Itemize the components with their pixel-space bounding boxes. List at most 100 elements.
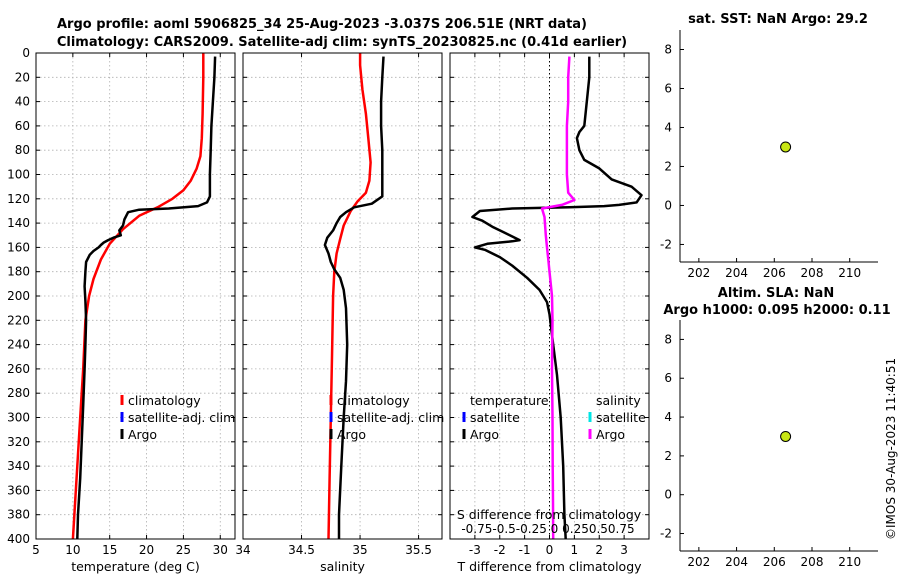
temperature-series-climatology — [71, 53, 205, 540]
difference-xtick-label: -1 — [519, 543, 531, 557]
salinity-legend-label: satellite-adj. clim — [337, 410, 444, 425]
temperature-xtick-label: 30 — [213, 543, 228, 557]
temperature-xtick-label: 10 — [65, 543, 80, 557]
sst-xtick-label: 202 — [687, 266, 710, 280]
depth-tick-label: 180 — [7, 265, 30, 279]
sst-ytick-label: 8 — [664, 42, 672, 56]
sla-data-point — [780, 430, 792, 442]
depth-tick-label: 400 — [7, 532, 30, 546]
salinity-series-climatology — [327, 53, 372, 540]
temperature-legend-label: climatology — [128, 393, 201, 408]
salinity-legend-label: climatology — [337, 393, 410, 408]
sla-xtick-label: 210 — [838, 555, 861, 569]
figure-title-line1: Argo profile: aoml 5906825_34 25-Aug-202… — [57, 17, 587, 32]
salinity-series-argo — [323, 56, 385, 539]
difference-legend-title-salinity: salinity — [596, 393, 641, 408]
temperature-frame — [35, 52, 236, 540]
depth-tick-label: 80 — [15, 143, 30, 157]
salinity-xtick-label: 34.5 — [288, 543, 315, 557]
sla-ytick-label: 6 — [664, 371, 672, 385]
sla-xtick-label: 206 — [763, 555, 786, 569]
sla-ytick-label: 4 — [664, 410, 672, 424]
depth-tick-label: 360 — [7, 483, 30, 497]
depth-tick-label: 100 — [7, 168, 30, 182]
temperature-xtick-label: 25 — [176, 543, 191, 557]
sla-xtick-label: 202 — [687, 555, 710, 569]
depth-tick-label: 120 — [7, 192, 30, 206]
sst-panel: -2 0 2 4 6 8 202 204 206 208 210 sat. SST: NaN Argo… — [660, 12, 878, 280]
sla-ytick-label: 2 — [664, 449, 672, 463]
salinity-xtick-label: 35 — [352, 543, 367, 557]
sla-ytick-label: 8 — [664, 332, 672, 346]
depth-tick-label: 60 — [15, 119, 30, 133]
sst-ytick-label: -2 — [660, 237, 672, 251]
depth-tick-label: 380 — [7, 508, 30, 522]
temperature-series-argo — [76, 56, 217, 540]
figure-title-line2: Climatology: CARS2009. Satellite-adj cli… — [57, 35, 627, 50]
salinity-difference-xlabel: S difference from climatology — [457, 507, 642, 522]
difference-xtick-label: 1 — [571, 543, 579, 557]
depth-tick-label: 20 — [15, 70, 30, 84]
difference-legend-left-label: Argo — [470, 427, 499, 442]
sst-xtick-label: 204 — [725, 266, 748, 280]
temperature-difference-xlabel: T difference from climatology — [456, 559, 642, 574]
sla-ytick-label: 0 — [664, 488, 672, 502]
sst-data-point — [780, 141, 792, 153]
sla-ytick-label: -2 — [660, 527, 672, 541]
difference-series-t-argo — [471, 56, 643, 540]
depth-tick-label: 340 — [7, 459, 30, 473]
sst-ytick-label: 2 — [664, 159, 672, 173]
depth-tick-label: 0 — [22, 46, 30, 60]
depth-tick-label: 280 — [7, 386, 30, 400]
difference-xtick-label: -2 — [494, 543, 506, 557]
temperature-legend-label: Argo — [128, 427, 157, 442]
difference-legend-left-label: satellite — [470, 410, 520, 425]
depth-tick-label: 200 — [7, 289, 30, 303]
difference-xtick-label: 0 — [546, 543, 554, 557]
sla-title: Altim. SLA: NaN — [718, 286, 834, 301]
depth-tick-label: 260 — [7, 362, 30, 376]
difference-xtick-label: -3 — [469, 543, 481, 557]
temperature-legend-label: satellite-adj. clim — [128, 410, 235, 425]
depth-tick-label: 160 — [7, 240, 30, 254]
depth-tick-label: 220 — [7, 313, 30, 327]
sst-xtick-label: 210 — [838, 266, 861, 280]
salinity-xtick-label: 34 — [235, 543, 250, 557]
salinity-panel: 34 34.5 35 35.5 climatology satellite-adj. cl… — [235, 52, 444, 574]
sst-xtick-label: 208 — [801, 266, 824, 280]
sla-panel: -2 0 2 4 6 8 202 204 206 208 210 Altim. SLA: NaN Arg… — [660, 286, 891, 569]
difference-xtick-label: 2 — [595, 543, 603, 557]
depth-tick-label: 140 — [7, 216, 30, 230]
salinity-frame — [242, 52, 443, 540]
salinity-difference-tick-labels: -0.75-0.5-0.25 0 0.250.50.75 — [461, 522, 634, 536]
sla-xtick-label: 204 — [725, 555, 748, 569]
temperature-xtick-label: 5 — [32, 543, 40, 557]
difference-series-s-argo — [540, 56, 576, 540]
depth-tick-label: 300 — [7, 411, 30, 425]
difference-panel: -3 -2 -1 0 1 2 3 temperature salinity satellite Ar… — [450, 52, 649, 574]
depth-tick-label: 320 — [7, 435, 30, 449]
difference-legend-right-label: Argo — [596, 427, 625, 442]
difference-xtick-label: 3 — [620, 543, 628, 557]
temperature-xlabel: temperature (deg C) — [71, 559, 200, 574]
depth-tick-label: 40 — [15, 95, 30, 109]
difference-frame — [449, 52, 650, 540]
sst-ytick-label: 0 — [664, 198, 672, 212]
sst-ytick-label: 4 — [664, 120, 672, 134]
temperature-xtick-label: 20 — [139, 543, 154, 557]
difference-legend-right-label: satellite — [596, 410, 646, 425]
sst-xtick-label: 206 — [763, 266, 786, 280]
difference-legend-title-temperature: temperature — [470, 393, 549, 408]
sla-xtick-label: 208 — [801, 555, 824, 569]
salinity-xtick-label: 35.5 — [405, 543, 432, 557]
temperature-panel: 0 20 40 60 80 100 120 140 160 180 200 220 240 260 280 3… — [7, 46, 235, 574]
sst-ytick-label: 6 — [664, 81, 672, 95]
sla-subtitle: Argo h1000: 0.095 h2000: 0.11 — [663, 303, 890, 318]
depth-tick-label: 240 — [7, 338, 30, 352]
sst-title: sat. SST: NaN Argo: 29.2 — [688, 12, 868, 27]
temperature-xtick-label: 15 — [102, 543, 117, 557]
salinity-legend-label: Argo — [337, 427, 366, 442]
imos-timestamp: ©IMOS 30-Aug-2023 11:40:51 — [884, 358, 898, 540]
salinity-xlabel: salinity — [320, 559, 365, 574]
